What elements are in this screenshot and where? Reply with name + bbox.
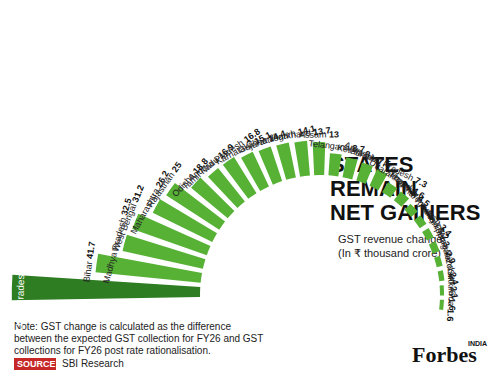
svg-text:25: 25 bbox=[170, 160, 184, 174]
svg-text:Himachal Pradesh: Himachal Pradesh bbox=[385, 166, 445, 229]
svg-text:Nagaland: Nagaland bbox=[436, 231, 458, 274]
svg-text:74.3: 74.3 bbox=[15, 245, 28, 267]
svg-text:Andhra Pradesh: Andhra Pradesh bbox=[186, 136, 248, 183]
svg-text:Tripura: Tripura bbox=[431, 221, 453, 254]
svg-text:West Bengal: West Bengal bbox=[110, 200, 140, 254]
svg-text:13: 13 bbox=[329, 129, 339, 139]
svg-text:Arunachal Pradesh: Arunachal Pradesh bbox=[342, 139, 418, 184]
svg-text:Uttar Pradesh: Uttar Pradesh bbox=[14, 266, 27, 331]
svg-text:Sikkim: Sikkim bbox=[445, 269, 457, 299]
svg-text:Assam: Assam bbox=[298, 129, 329, 140]
svg-text:Uttarakhand: Uttarakhand bbox=[367, 157, 416, 194]
svg-text:7.3: 7.3 bbox=[413, 175, 429, 190]
svg-text:Jharkhand: Jharkhand bbox=[268, 127, 314, 143]
svg-text:Telangana: Telangana bbox=[308, 138, 353, 154]
svg-text:between the expected GST colle: between the expected GST collection for … bbox=[14, 333, 263, 344]
svg-text:GST revenue change: GST revenue change bbox=[338, 233, 443, 245]
svg-text:Odisha: Odisha bbox=[170, 169, 199, 199]
svg-text:Mizoram: Mizoram bbox=[442, 249, 458, 288]
svg-text:Manipur: Manipur bbox=[423, 208, 450, 245]
svg-text:SBI Research: SBI Research bbox=[62, 358, 124, 369]
svg-text:31.2: 31.2 bbox=[130, 184, 146, 204]
svg-text:Chhattisgarh: Chhattisgarh bbox=[245, 127, 300, 150]
svg-text:Haryana: Haryana bbox=[388, 169, 423, 201]
svg-text:(In ₹ thousand crore): (In ₹ thousand crore) bbox=[338, 247, 441, 259]
svg-text:Karnataka: Karnataka bbox=[214, 137, 258, 167]
svg-text:NET GAINERS: NET GAINERS bbox=[330, 200, 480, 225]
svg-text:STATES: STATES bbox=[330, 151, 414, 177]
svg-text:1.6: 1.6 bbox=[445, 309, 456, 322]
svg-text:Madhya Pradesh: Madhya Pradesh bbox=[101, 214, 129, 285]
svg-text:Tamil Nadu: Tamil Nadu bbox=[180, 153, 223, 192]
svg-text:Goa: Goa bbox=[446, 289, 458, 309]
svg-text:Meghalaya: Meghalaya bbox=[408, 188, 444, 232]
svg-text:Note: GST change is calculated: Note: GST change is calculated as the di… bbox=[14, 321, 231, 332]
svg-text:Rajasthan: Rajasthan bbox=[144, 168, 178, 210]
svg-text:41.7: 41.7 bbox=[85, 241, 97, 260]
svg-text:Forbes: Forbes bbox=[412, 341, 477, 367]
svg-text:INDIA: INDIA bbox=[468, 340, 487, 347]
svg-text:collections for FY26 post rate: collections for FY26 post rate rationali… bbox=[14, 345, 211, 356]
svg-text:Maharashtra: Maharashtra bbox=[128, 184, 163, 236]
svg-text:Bihar: Bihar bbox=[81, 258, 94, 283]
svg-text:SOURCE: SOURCE bbox=[17, 359, 56, 369]
